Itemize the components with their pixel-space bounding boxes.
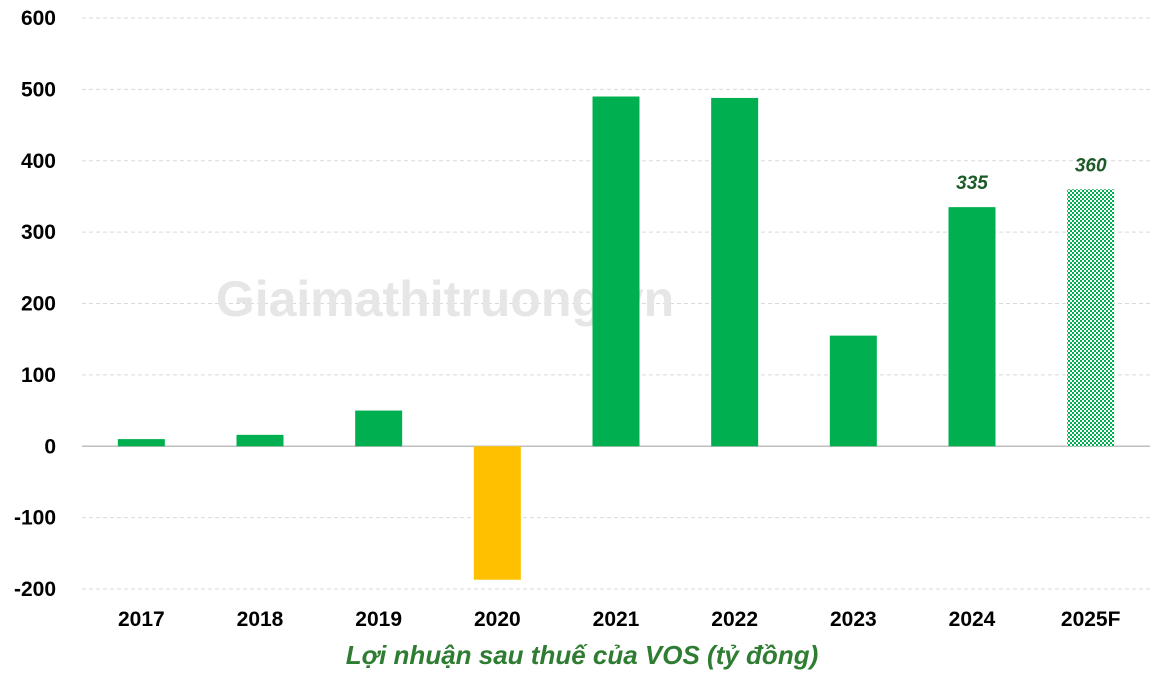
bar-2018 <box>236 434 284 447</box>
bar-2024 <box>948 207 996 447</box>
bar-2019 <box>355 410 403 447</box>
x-axis: 2017 2018 2019 2020 2021 2022 2023 2024 2025F <box>118 608 1121 631</box>
y-axis: -200 -100 0 100 200 300 400 500 600 <box>14 7 56 601</box>
labels-layer: 335 360 <box>956 155 1107 194</box>
x-tick-label: 2019 <box>355 608 402 631</box>
y-tick-label: 0 <box>44 435 56 458</box>
y-tick-label: 300 <box>21 221 56 244</box>
y-tick-label: 100 <box>21 364 56 387</box>
x-tick-label: 2021 <box>593 608 640 631</box>
x-tick-label: 2023 <box>830 608 877 631</box>
x-tick-label: 2024 <box>949 608 996 631</box>
x-tick-label: 2017 <box>118 608 165 631</box>
x-tick-label: 2025F <box>1061 608 1121 631</box>
y-tick-label: 600 <box>21 7 56 30</box>
bar-2021 <box>592 96 640 447</box>
y-tick-label: -100 <box>14 507 56 530</box>
chart-title: Lợi nhuận sau thuế của VOS (tỷ đồng) <box>346 640 818 670</box>
data-label: 335 <box>956 173 988 194</box>
y-tick-label: -200 <box>14 578 56 601</box>
y-tick-label: 200 <box>21 293 56 316</box>
bar-2022 <box>711 97 759 447</box>
y-tick-label: 500 <box>21 78 56 101</box>
y-tick-label: 400 <box>21 150 56 173</box>
bar-2017 <box>117 439 165 447</box>
bar-2020 <box>473 446 521 580</box>
bar-2023 <box>829 335 877 447</box>
bars-layer <box>117 96 1115 580</box>
data-label: 360 <box>1075 155 1107 176</box>
x-tick-label: 2022 <box>711 608 758 631</box>
x-tick-label: 2020 <box>474 608 521 631</box>
x-tick-label: 2018 <box>237 608 284 631</box>
bar-2025f <box>1067 189 1115 447</box>
